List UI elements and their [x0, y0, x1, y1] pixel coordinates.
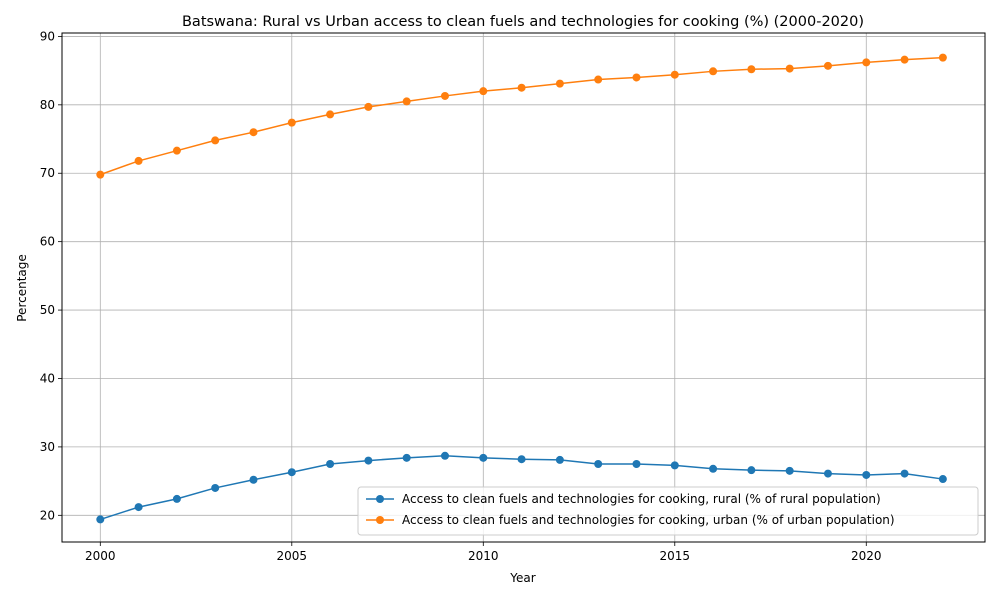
legend-marker	[376, 495, 384, 503]
data-point	[900, 469, 909, 478]
y-tick-label: 50	[40, 303, 55, 317]
data-point	[479, 87, 488, 96]
x-axis: 2000 2005 2010 2015 2020	[85, 542, 882, 563]
plot-frame	[61, 32, 986, 543]
x-tick-label: 2015	[660, 549, 691, 563]
legend-item: Access to clean fuels and technologies f…	[366, 492, 881, 506]
data-point	[440, 91, 449, 100]
data-point	[747, 65, 756, 74]
y-tick-label: 70	[40, 166, 55, 180]
data-point	[785, 466, 794, 475]
legend-marker	[376, 516, 384, 524]
data-point	[326, 460, 335, 469]
data-point	[172, 146, 181, 155]
data-point	[938, 53, 947, 62]
legend: Access to clean fuels and technologies f…	[357, 486, 979, 536]
y-axis-title: Percentage	[15, 254, 29, 322]
data-point	[594, 75, 603, 84]
data-point	[938, 475, 947, 484]
data-point	[709, 67, 718, 76]
series-line	[100, 56, 943, 176]
x-tick-label: 2020	[851, 549, 882, 563]
data-point	[440, 451, 449, 460]
y-tick-label: 40	[40, 371, 55, 385]
data-point	[555, 455, 564, 464]
data-point	[862, 58, 871, 67]
data-point	[364, 456, 373, 465]
y-tick-label: 80	[40, 98, 55, 112]
data-point	[747, 466, 756, 475]
data-point	[785, 64, 794, 73]
data-point	[900, 55, 909, 64]
data-point	[670, 461, 679, 470]
data-point	[555, 79, 564, 88]
data-point	[172, 494, 181, 503]
legend-label: Access to clean fuels and technologies f…	[402, 513, 895, 527]
data-point	[249, 475, 258, 484]
data-point	[134, 503, 143, 512]
data-point	[823, 61, 832, 70]
y-tick-label: 60	[40, 235, 55, 249]
grid-lines	[62, 33, 985, 542]
chart-title: Batswana: Rural vs Urban access to clean…	[182, 14, 864, 30]
x-tick-label: 2005	[277, 549, 308, 563]
x-tick-label: 2000	[85, 549, 116, 563]
data-point	[287, 118, 296, 127]
data-point	[632, 460, 641, 469]
data-point	[517, 455, 526, 464]
data-point	[670, 70, 679, 79]
data-point	[862, 470, 871, 479]
y-axis: 20 30 40 50 60 70 80 90	[40, 29, 62, 522]
legend-box	[357, 486, 979, 536]
series-urban	[96, 53, 947, 179]
data-point	[632, 73, 641, 82]
data-point	[402, 97, 411, 106]
data-point	[96, 170, 105, 179]
data-point	[823, 469, 832, 478]
data-point	[211, 136, 220, 145]
legend-label: Access to clean fuels and technologies f…	[402, 492, 881, 506]
data-point	[211, 483, 220, 492]
y-tick-label: 20	[40, 508, 55, 522]
series-rural	[96, 451, 947, 524]
data-point	[594, 460, 603, 469]
data-point	[479, 453, 488, 462]
data-point	[709, 464, 718, 473]
y-tick-label: 30	[40, 440, 55, 454]
y-tick-label: 90	[40, 29, 55, 43]
data-point	[249, 128, 258, 137]
data-point	[326, 110, 335, 119]
series-layer	[96, 53, 947, 524]
data-point	[402, 453, 411, 462]
data-point	[517, 83, 526, 92]
data-point	[134, 156, 143, 165]
data-point	[96, 515, 105, 524]
data-point	[287, 468, 296, 477]
legend-item: Access to clean fuels and technologies f…	[366, 513, 895, 527]
data-point	[364, 102, 373, 111]
x-tick-label: 2010	[468, 549, 499, 563]
x-axis-title: Year	[509, 571, 535, 585]
